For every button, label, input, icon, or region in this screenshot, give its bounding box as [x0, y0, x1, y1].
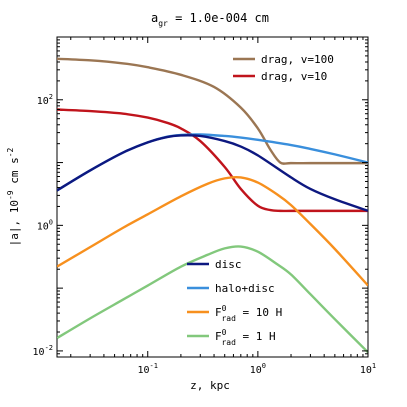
data-curves [57, 57, 368, 354]
series-line-disc [57, 134, 368, 213]
legend-label-disc: disc [215, 258, 242, 271]
chart-title: agr = 1.0e-004 cm [151, 11, 269, 28]
legend-label-frad10: F0 rad = 10 H [215, 304, 282, 323]
y-axis-label: |a|, 10-9 cm s-2 [6, 147, 21, 246]
plot-frame [56, 36, 369, 358]
legend-item-frad1: F0 rad = 1 H [187, 328, 276, 347]
legend-item-drag100: drag, v=100 [233, 53, 334, 66]
x-tick-label: 10-1 [137, 362, 157, 376]
legend-item-frad10: F0 rad = 10 H [187, 304, 282, 323]
legend-label-halodisc: halo+disc [215, 282, 275, 295]
legend-item-drag10: drag, v=10 [233, 70, 327, 83]
x-tick-label: 101 [360, 362, 376, 376]
y-tick-label: 10-2 [33, 344, 53, 358]
y-tick-label: 100 [37, 218, 53, 232]
y-tick-label: 102 [37, 93, 53, 107]
series-line-drag100 [57, 57, 368, 165]
series-line-frad1 [57, 245, 368, 354]
legend-item-halodisc: halo+disc [187, 282, 275, 295]
plot-area [56, 36, 369, 358]
series-line-drag10 [57, 108, 368, 213]
legend-label-drag100: drag, v=100 [261, 53, 334, 66]
legend-label-frad1: F0 rad = 1 H [215, 328, 276, 347]
x-axis-label: z, kpc [190, 379, 230, 392]
legend-label-drag10: drag, v=10 [261, 70, 327, 83]
legend: drag, v=100 drag, v=10 disc halo+disc F0 rad … [187, 53, 334, 347]
x-tick-label: 100 [250, 362, 266, 376]
series-line-frad10 [57, 175, 368, 287]
axis-ticks: 10-1 100 101 10-2 100 102 [33, 36, 376, 376]
legend-item-disc: disc [187, 258, 242, 271]
